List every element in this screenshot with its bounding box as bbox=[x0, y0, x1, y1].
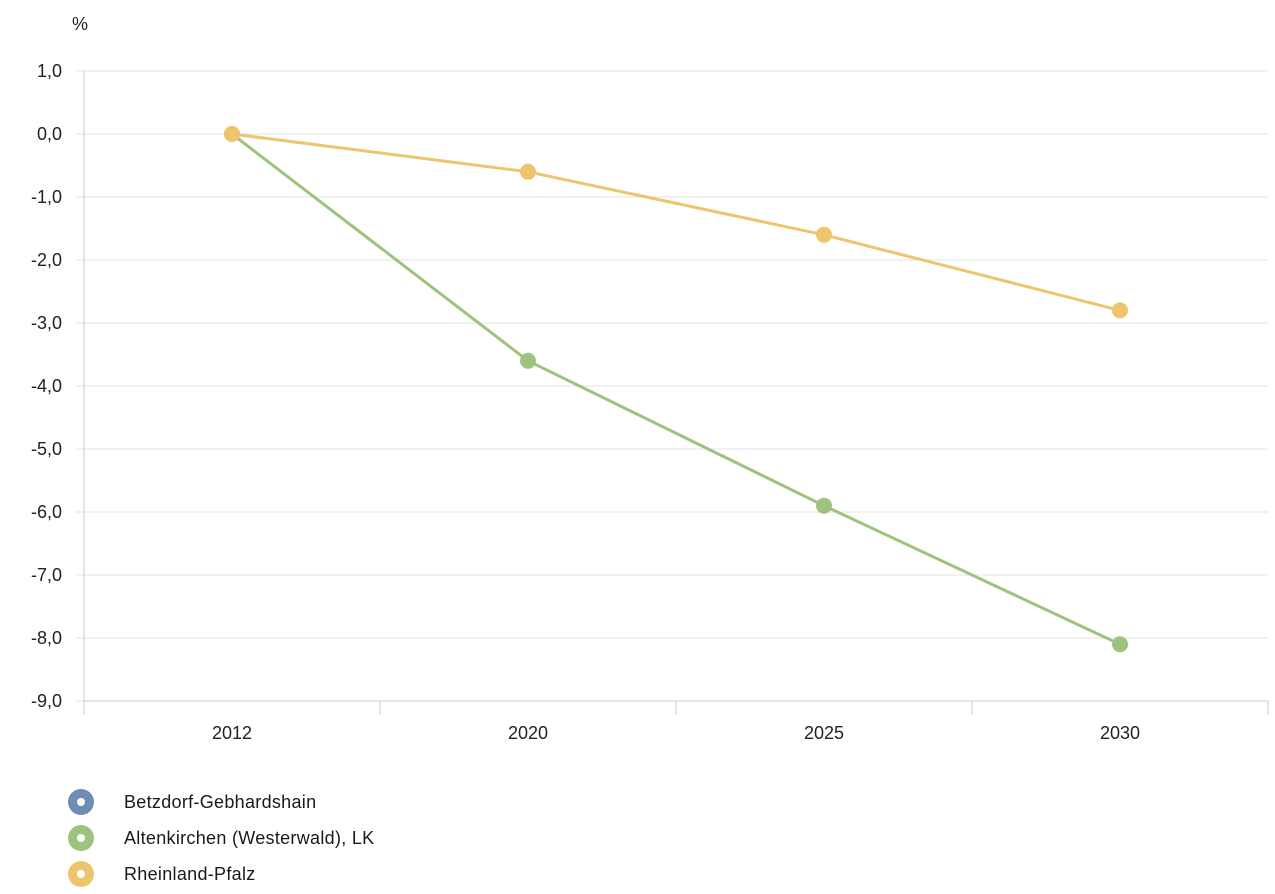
axes bbox=[83, 71, 1269, 715]
data-point bbox=[224, 126, 240, 142]
x-tick-label: 2020 bbox=[508, 723, 548, 743]
y-tick-label: -3,0 bbox=[31, 313, 62, 333]
y-tick-label: -6,0 bbox=[31, 502, 62, 522]
legend-item[interactable]: Rheinland-Pfalz bbox=[68, 856, 374, 892]
gridlines bbox=[76, 70, 1268, 702]
legend-label: Altenkirchen (Westerwald), LK bbox=[124, 827, 375, 848]
tick-labels: 1,0 0,0 -1,0 -2,0 -3,0 -4,0 -5,0 -6,0 -7,0 -8,0 -9… bbox=[31, 61, 1140, 743]
data-point bbox=[816, 226, 832, 243]
series-line bbox=[231, 132, 1121, 646]
legend: Betzdorf-Gebhardshain Altenkirchen (Weste… bbox=[68, 784, 374, 892]
legend-label: Betzdorf-Gebhardshain bbox=[124, 791, 317, 812]
series-line bbox=[231, 132, 1121, 312]
data-point bbox=[816, 497, 832, 514]
legend-marker-icon bbox=[68, 789, 94, 815]
y-tick-label: -2,0 bbox=[31, 250, 62, 270]
legend-marker-icon bbox=[68, 825, 94, 851]
series-lines bbox=[224, 126, 1128, 653]
data-point bbox=[1112, 636, 1128, 653]
x-tick-label: 2025 bbox=[804, 723, 844, 743]
y-tick-label: 0,0 bbox=[37, 124, 62, 144]
y-tick-label: -1,0 bbox=[31, 187, 62, 207]
y-tick-label: -7,0 bbox=[31, 565, 62, 585]
y-tick-label: -5,0 bbox=[31, 439, 62, 459]
legend-item[interactable]: Betzdorf-Gebhardshain bbox=[68, 784, 374, 820]
y-tick-label: 1,0 bbox=[37, 61, 62, 81]
line-chart: 1,0 0,0 -1,0 -2,0 -3,0 -4,0 -5,0 -6,0 -7,0 -8,0 -9… bbox=[31, 14, 1269, 743]
legend-marker-icon bbox=[68, 861, 94, 887]
y-tick-label: -8,0 bbox=[31, 628, 62, 648]
y-tick-label: -4,0 bbox=[31, 376, 62, 396]
legend-item[interactable]: Altenkirchen (Westerwald), LK bbox=[68, 820, 374, 856]
data-point bbox=[1112, 302, 1128, 319]
y-tick-label: -9,0 bbox=[31, 691, 62, 711]
data-point bbox=[520, 352, 536, 369]
x-tick-label: 2030 bbox=[1100, 723, 1140, 743]
x-tick-label: 2012 bbox=[212, 723, 252, 743]
y-axis-unit-label: % bbox=[72, 14, 88, 34]
legend-label: Rheinland-Pfalz bbox=[124, 863, 256, 884]
data-point bbox=[520, 163, 536, 180]
